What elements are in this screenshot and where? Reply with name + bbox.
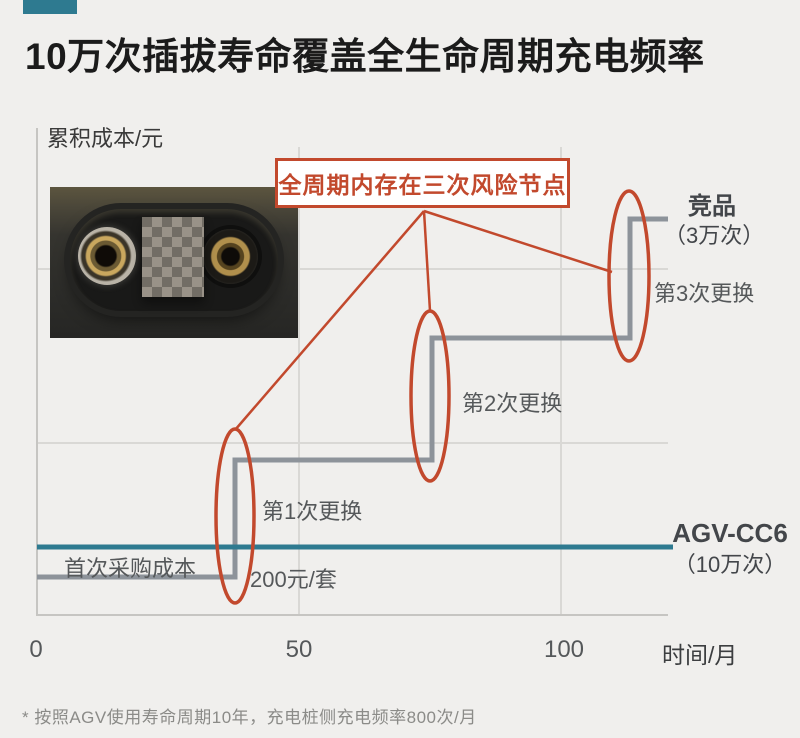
footnote: * 按照AGV使用寿命周期10年，充电桩侧充电频率800次/月: [22, 708, 477, 727]
page-title: 10万次插拔寿命覆盖全生命周期充电频率: [25, 36, 705, 77]
x-tick-100: 100: [543, 636, 585, 663]
risk-ellipse-2: [409, 309, 451, 483]
pixelated-blur-patch: [142, 217, 204, 297]
worn-connector-photo: [50, 187, 298, 338]
label-replacement-3: 第3次更换: [654, 281, 755, 306]
risk-connector-3: [423, 209, 613, 274]
label-replacement-1: 第1次更换: [262, 499, 363, 524]
risk-ellipse-3: [607, 189, 651, 363]
risk-annotation-text: 全周期内存在三次风险节点: [278, 172, 567, 198]
x-tick-0: 0: [29, 636, 43, 663]
risk-ellipse-1: [214, 427, 256, 605]
risk-connector-2: [422, 210, 432, 312]
competitor-name: 竞品: [688, 193, 736, 220]
product-series-label: AGV-CC6 （10万次）: [660, 517, 800, 579]
label-first-purchase-cost: 首次采购成本: [64, 556, 197, 581]
label-replacement-2: 第2次更换: [462, 391, 563, 416]
competitor-series-label: 竞品 （3万次）: [664, 191, 765, 251]
x-tick-50: 50: [285, 636, 313, 663]
risk-annotation-box: 全周期内存在三次风险节点: [275, 158, 570, 208]
connector-terminal-right: [203, 229, 258, 284]
product-name: AGV-CC6: [672, 518, 788, 548]
x-axis-label: 时间/月: [662, 642, 738, 668]
y-axis-label: 累积成本/元: [47, 126, 164, 151]
label-unit-cost: 200元/套: [250, 567, 337, 592]
accent-square: [23, 0, 77, 14]
product-cycles: （10万次）: [673, 551, 787, 577]
competitor-cycles: （3万次）: [664, 223, 765, 249]
connector-terminal-left: [78, 227, 136, 285]
